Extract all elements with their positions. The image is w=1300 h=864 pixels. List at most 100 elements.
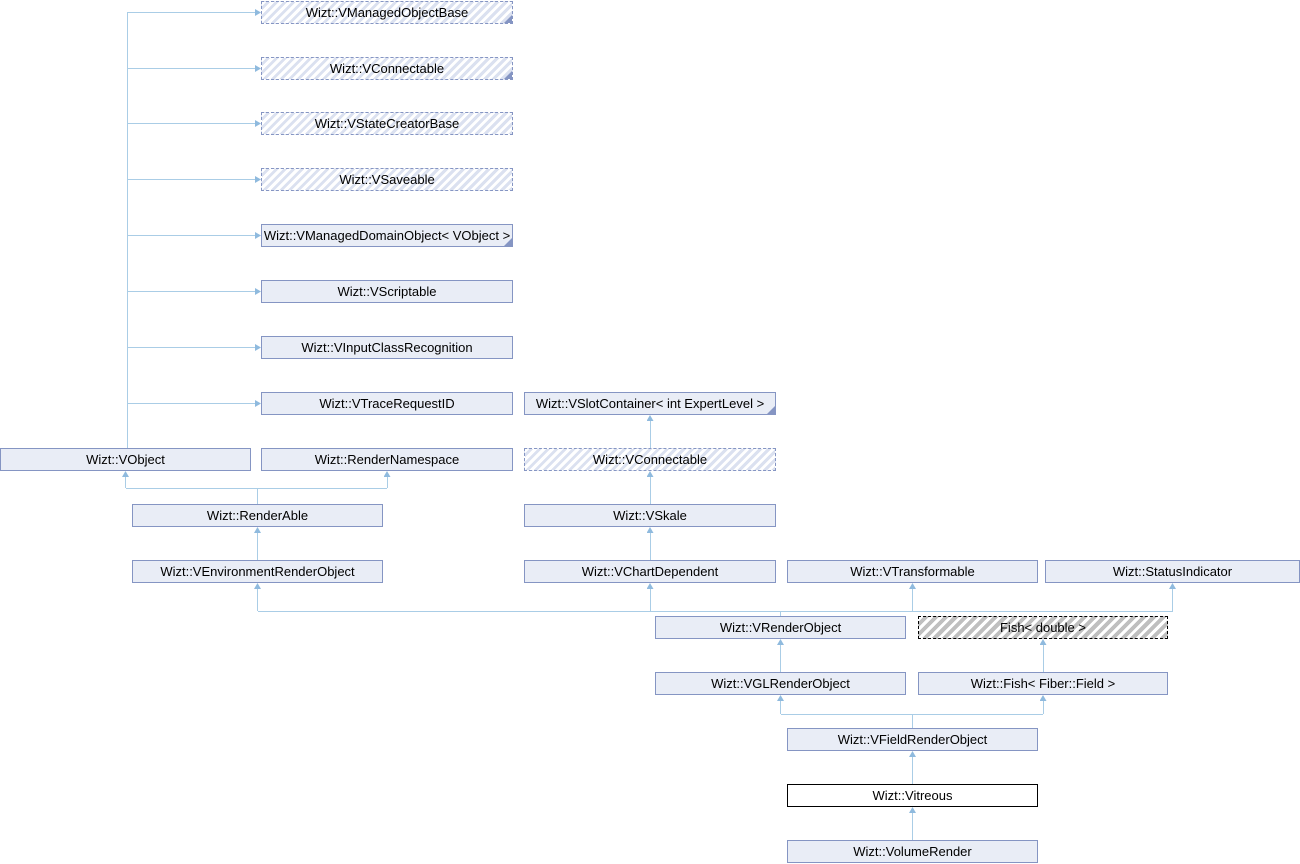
class-label: Wizt::VTraceRequestID <box>319 396 455 411</box>
arrowhead-up-icon <box>1039 639 1047 645</box>
edge-line <box>780 701 781 714</box>
class-box-saveable: Wizt::VSaveable <box>261 168 513 191</box>
edge-line <box>127 123 255 124</box>
edge-line <box>912 589 913 611</box>
arrowhead-up-icon <box>909 751 916 757</box>
class-box-renderable[interactable]: Wizt::RenderAble <box>132 504 383 527</box>
class-box-fish-fiber-field[interactable]: Wizt::Fish< Fiber::Field > <box>918 672 1168 695</box>
edge-line <box>127 68 255 69</box>
class-label: Wizt::VRenderObject <box>719 620 842 635</box>
class-label: Wizt::VConnectable <box>329 61 445 76</box>
class-label: Wizt::VChartDependent <box>581 564 719 579</box>
arrowhead-up-icon <box>646 415 654 421</box>
class-box-trace-request-id[interactable]: Wizt::VTraceRequestID <box>261 392 513 415</box>
arrowhead-right-icon <box>255 344 261 351</box>
fold-corner-icon <box>504 238 512 246</box>
class-box-transformable[interactable]: Wizt::VTransformable <box>787 560 1038 583</box>
edge-line <box>912 714 913 728</box>
class-label: Wizt::RenderNamespace <box>314 452 460 467</box>
edge-line <box>127 235 255 236</box>
edge-line <box>127 179 255 180</box>
fold-corner-icon <box>504 71 512 79</box>
class-box-gl-render-object[interactable]: Wizt::VGLRenderObject <box>655 672 906 695</box>
arrowhead-up-icon <box>383 471 391 477</box>
class-label: Wizt::VManagedDomainObject< VObject > <box>263 228 511 243</box>
class-box-fish-double: Fish< double > <box>918 616 1168 639</box>
edge-line <box>912 757 913 784</box>
class-label: Wizt::VSaveable <box>339 172 435 187</box>
arrowhead-right-icon <box>255 400 261 407</box>
edge-line <box>649 421 651 448</box>
class-box-state-creator-base: Wizt::VStateCreatorBase <box>261 112 513 135</box>
class-label: Wizt::VStateCreatorBase <box>314 116 460 131</box>
edge-line <box>257 610 1173 612</box>
edge-line <box>912 813 913 840</box>
class-label: Wizt::VSlotContainer< int ExpertLevel > <box>535 396 765 411</box>
fold-corner-icon <box>504 15 512 23</box>
class-box-vitreous: Wizt::Vitreous <box>787 784 1038 807</box>
edge-line <box>126 12 128 448</box>
edge-line <box>257 589 258 611</box>
edge-line <box>127 291 255 292</box>
arrowhead-right-icon <box>255 9 261 16</box>
edge-line <box>257 533 258 560</box>
class-box-render-namespace[interactable]: Wizt::RenderNamespace <box>261 448 513 471</box>
arrowhead-right-icon <box>255 65 261 72</box>
class-box-field-render-object[interactable]: Wizt::VFieldRenderObject <box>787 728 1038 751</box>
arrowhead-up-icon <box>909 807 916 813</box>
class-label: Wizt::VConnectable <box>592 452 708 467</box>
arrowhead-right-icon <box>255 176 261 183</box>
class-label: Wizt::VSkale <box>613 508 687 523</box>
class-box-slot-container[interactable]: Wizt::VSlotContainer< int ExpertLevel > <box>524 392 776 415</box>
arrowhead-up-icon <box>777 639 784 645</box>
edge-line <box>127 403 255 404</box>
edge-line <box>1042 701 1044 714</box>
class-label: Wizt::VManagedObjectBase <box>305 5 469 20</box>
class-box-managed-object-base: Wizt::VManagedObjectBase <box>261 1 513 24</box>
class-label: Wizt::VolumeRender <box>853 844 972 859</box>
class-label: Wizt::VEnvironmentRenderObject <box>160 564 355 579</box>
arrowhead-up-icon <box>646 471 654 477</box>
class-label: Wizt::VGLRenderObject <box>711 676 850 691</box>
arrowhead-up-icon <box>122 471 129 477</box>
edge-line <box>1172 589 1173 611</box>
class-label: Wizt::StatusIndicator <box>1112 564 1233 579</box>
arrowhead-up-icon <box>646 583 654 589</box>
edge-line <box>127 347 255 348</box>
class-label: Fish< double > <box>999 620 1086 635</box>
class-box-render-object[interactable]: Wizt::VRenderObject <box>655 616 906 639</box>
class-box-input-class-recognition[interactable]: Wizt::VInputClassRecognition <box>261 336 513 359</box>
class-box-volume-render[interactable]: Wizt::VolumeRender <box>787 840 1038 863</box>
class-label: Wizt::VFieldRenderObject <box>837 732 988 747</box>
class-label: Wizt::Fish< Fiber::Field > <box>970 676 1116 691</box>
class-label: Wizt::VInputClassRecognition <box>301 340 473 355</box>
class-label: Wizt::RenderAble <box>206 508 309 523</box>
arrowhead-up-icon <box>646 527 654 533</box>
class-box-connectable-1: Wizt::VConnectable <box>261 57 513 80</box>
edge-line <box>257 488 258 504</box>
fold-corner-icon <box>767 406 775 414</box>
edge-line <box>649 533 651 560</box>
arrowhead-up-icon <box>909 583 916 589</box>
class-box-vskale[interactable]: Wizt::VSkale <box>524 504 776 527</box>
class-label: Wizt::VObject <box>86 452 165 467</box>
arrowhead-up-icon <box>254 583 261 589</box>
class-box-environment-render-object[interactable]: Wizt::VEnvironmentRenderObject <box>132 560 383 583</box>
arrowhead-up-icon <box>254 527 261 533</box>
arrowhead-up-icon <box>1169 583 1176 589</box>
class-box-status-indicator[interactable]: Wizt::StatusIndicator <box>1045 560 1300 583</box>
edge-line <box>125 477 126 488</box>
class-box-chart-dependent[interactable]: Wizt::VChartDependent <box>524 560 776 583</box>
class-box-connectable-2: Wizt::VConnectable <box>524 448 776 471</box>
arrowhead-right-icon <box>255 120 261 127</box>
class-box-vobject[interactable]: Wizt::VObject <box>0 448 251 471</box>
edge-line <box>649 589 651 611</box>
arrowhead-up-icon <box>1039 695 1047 701</box>
class-box-managed-domain-object[interactable]: Wizt::VManagedDomainObject< VObject > <box>261 224 513 247</box>
edge-line <box>386 477 388 488</box>
arrowhead-right-icon <box>255 232 261 239</box>
class-box-scriptable[interactable]: Wizt::VScriptable <box>261 280 513 303</box>
arrowhead-up-icon <box>777 695 784 701</box>
class-label: Wizt::Vitreous <box>872 788 953 803</box>
